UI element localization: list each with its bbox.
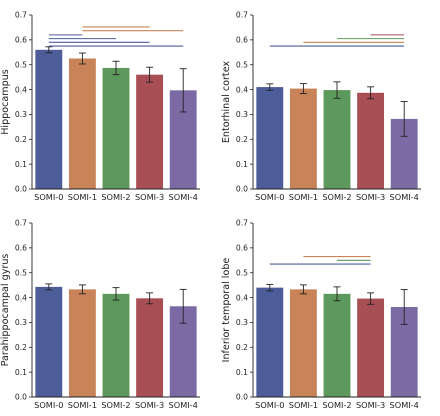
- y-tick-label: 0.5: [236, 60, 248, 69]
- y-tick-label: 0.2: [236, 135, 248, 144]
- bar-somi-2: [102, 293, 130, 397]
- y-tick-label: 0.1: [15, 368, 27, 377]
- bar-somi-1: [68, 289, 96, 397]
- error-bar: [146, 66, 154, 83]
- error-bar: [78, 52, 86, 65]
- x-tick-label: SOMI-3: [356, 400, 385, 410]
- bar-somi-0: [256, 287, 284, 397]
- y-tick-label: 0.3: [236, 318, 248, 327]
- bar-somi-2: [323, 293, 351, 397]
- bar-somi-1: [289, 289, 317, 397]
- y-tick-label: 0.5: [236, 268, 248, 277]
- y-tick-label: 0.2: [15, 135, 27, 144]
- x-tick-label: SOMI-3: [356, 192, 385, 202]
- y-tick-label: 0.4: [236, 85, 248, 94]
- x-tick-label: SOMI-1: [68, 400, 97, 410]
- error-bar: [400, 289, 408, 325]
- bar-somi-3: [136, 74, 164, 189]
- x-tick-label: SOMI-4: [169, 400, 198, 410]
- y-tick-label: 0.6: [236, 36, 248, 45]
- x-tick-label: SOMI-0: [34, 192, 63, 202]
- y-tick-label: 0.0: [236, 185, 248, 194]
- y-tick-label: 0.0: [15, 185, 27, 194]
- y-axis-label: Hippocampus: [0, 69, 11, 135]
- error-bar: [45, 46, 53, 54]
- x-tick-label: SOMI-2: [101, 192, 130, 202]
- bar-somi-1: [289, 88, 317, 189]
- x-tick-label: SOMI-2: [322, 192, 351, 202]
- x-tick-label: SOMI-4: [390, 400, 419, 410]
- x-tick-label: SOMI-2: [101, 400, 130, 410]
- bar-somi-2: [323, 90, 351, 189]
- x-tick-label: SOMI-3: [135, 400, 164, 410]
- y-tick-label: 0.4: [15, 85, 27, 94]
- chart-panel-1: 0.0 0.1 0.2 0.3 0.4 0.5 0.6 0.7 Entorhinal corte…: [221, 11, 421, 202]
- y-tick-label: 0.7: [15, 11, 27, 20]
- x-tick-label: SOMI-4: [390, 192, 419, 202]
- chart-panel-0: 0.0 0.1 0.2 0.3 0.4 0.5 0.6 0.7 Hippocampus SOMI-…: [0, 11, 200, 202]
- chart-panel-3: 0.0 0.1 0.2 0.3 0.4 0.5 0.6 0.7 Inferior tempora…: [221, 219, 421, 410]
- x-tick-label: SOMI-3: [135, 192, 164, 202]
- y-tick-label: 0.5: [15, 60, 27, 69]
- chart-panel-2: 0.0 0.1 0.2 0.3 0.4 0.5 0.6 0.7 Parahippocampal …: [0, 219, 200, 410]
- bar-somi-0: [35, 49, 63, 189]
- error-bar: [333, 81, 341, 99]
- y-tick-label: 0.0: [15, 393, 27, 402]
- error-bar: [299, 83, 307, 94]
- error-bar: [45, 283, 53, 291]
- bar-somi-3: [357, 92, 385, 189]
- y-tick-label: 0.4: [236, 293, 248, 302]
- y-axis-label: Inferior temporal lobe: [221, 258, 232, 363]
- error-bar: [179, 68, 187, 113]
- y-tick-label: 0.1: [15, 160, 27, 169]
- error-bar: [146, 292, 154, 305]
- x-tick-label: SOMI-1: [289, 400, 318, 410]
- error-bar: [112, 287, 120, 301]
- y-tick-label: 0.2: [236, 343, 248, 352]
- bar-somi-0: [256, 87, 284, 189]
- bar-somi-2: [102, 67, 130, 189]
- y-axis-label: Entorhinal cortex: [221, 61, 232, 144]
- x-tick-label: SOMI-1: [289, 192, 318, 202]
- error-bar: [266, 283, 274, 292]
- x-tick-label: SOMI-4: [169, 192, 198, 202]
- error-bar: [179, 288, 187, 324]
- y-tick-label: 0.6: [236, 244, 248, 253]
- y-tick-label: 0.7: [15, 219, 27, 228]
- error-bar: [112, 60, 120, 76]
- y-tick-label: 0.5: [15, 268, 27, 277]
- y-tick-label: 0.1: [236, 368, 248, 377]
- y-tick-label: 0.7: [236, 219, 248, 228]
- bar-somi-3: [357, 298, 385, 397]
- y-axis-label: Parahippocampal gyrus: [0, 254, 11, 367]
- x-tick-label: SOMI-1: [68, 192, 97, 202]
- error-bar: [299, 284, 307, 295]
- x-tick-label: SOMI-0: [255, 192, 284, 202]
- y-tick-label: 0.3: [15, 110, 27, 119]
- y-tick-label: 0.7: [236, 11, 248, 20]
- x-tick-label: SOMI-0: [34, 400, 63, 410]
- y-tick-label: 0.3: [15, 318, 27, 327]
- bar-somi-0: [35, 286, 63, 397]
- y-tick-label: 0.0: [236, 393, 248, 402]
- error-bar: [367, 292, 375, 305]
- x-tick-label: SOMI-0: [255, 400, 284, 410]
- y-tick-label: 0.3: [236, 110, 248, 119]
- y-tick-label: 0.6: [15, 244, 27, 253]
- bar-somi-3: [136, 298, 164, 397]
- error-bar: [333, 286, 341, 302]
- error-bar: [367, 86, 375, 100]
- error-bar: [266, 83, 274, 91]
- x-tick-label: SOMI-2: [322, 400, 351, 410]
- error-bar: [400, 101, 408, 137]
- bar-somi-1: [68, 58, 96, 189]
- y-tick-label: 0.2: [15, 343, 27, 352]
- y-tick-label: 0.4: [15, 293, 27, 302]
- error-bar: [78, 284, 86, 295]
- y-tick-label: 0.6: [15, 36, 27, 45]
- y-tick-label: 0.1: [236, 160, 248, 169]
